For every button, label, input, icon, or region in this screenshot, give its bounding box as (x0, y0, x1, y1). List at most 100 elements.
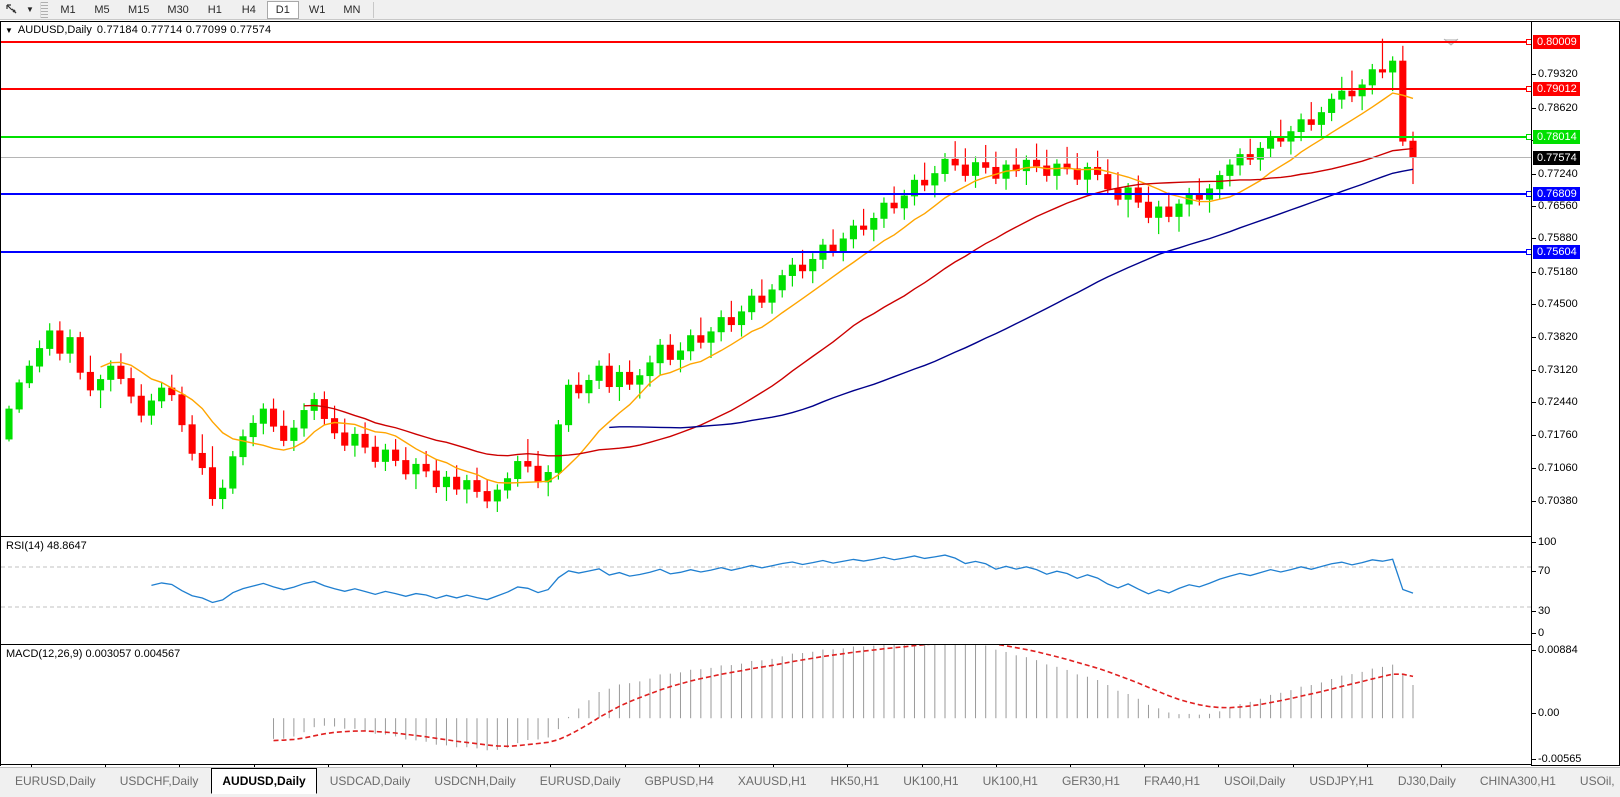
time-tick (921, 765, 923, 768)
time-tick (995, 765, 997, 768)
price-tick-label: 0.79320 (1532, 68, 1578, 80)
price-tick-label: 0.74500 (1532, 298, 1578, 310)
price-tag-resistance[interactable]: 0.79012 (1533, 82, 1580, 97)
macd-label: MACD(12,26,9) 0.003057 0.004567 (6, 648, 181, 660)
crosshair-cursor-icon[interactable] (0, 1, 22, 19)
timeframe-d1[interactable]: D1 (266, 0, 299, 19)
price-tick-label: 0.78620 (1532, 102, 1578, 114)
price-pane[interactable] (1, 22, 1531, 532)
time-tick (105, 765, 107, 768)
rsi-scale-30: 30 (1532, 605, 1550, 617)
level-line-0.80009[interactable] (1, 38, 1531, 45)
timeframe-h4[interactable]: H4 (241, 3, 256, 16)
level-line-0.78014[interactable] (1, 133, 1531, 140)
price-tick-label: 0.77240 (1532, 168, 1578, 180)
tab-usoil-daily[interactable]: USOil,Daily (1224, 773, 1286, 788)
tab-dj30-daily[interactable]: DJ30,Daily (1397, 773, 1456, 788)
level-line-0.75604[interactable] (1, 248, 1531, 255)
slow-ma (609, 168, 1414, 429)
tab-audusd-daily[interactable]: AUDUSD,Daily (211, 768, 317, 794)
price-tick-label: 0.72440 (1532, 396, 1578, 408)
level-line-0.76809[interactable] (1, 191, 1531, 198)
level-line-anchor[interactable] (1526, 191, 1531, 198)
price-tick-label: 0.73120 (1532, 364, 1578, 376)
tab-ger30-h1[interactable]: GER30,H1 (1061, 773, 1120, 788)
tab-uk100-h1[interactable]: UK100,H1 (903, 773, 959, 788)
chevron-down-icon[interactable]: ▼ (5, 25, 13, 35)
price-tick-label: 0.71760 (1532, 429, 1578, 441)
tab-fra40-h1[interactable]: FRA40,H1 (1143, 773, 1201, 788)
drag-grip-icon[interactable] (40, 1, 48, 18)
price-tag-pivot[interactable]: 0.78014 (1533, 129, 1580, 144)
price-tag-support[interactable]: 0.76809 (1533, 187, 1580, 202)
timeframe-h1[interactable]: H1 (207, 3, 222, 16)
timeframe-m15[interactable]: M15 (128, 3, 150, 16)
chart-ohlc-values: 0.77184 0.77714 0.77099 0.77574 (96, 24, 272, 36)
time-tick (1069, 765, 1071, 768)
tab-gbpusd-h4[interactable]: GBPUSD,H4 (644, 773, 714, 788)
price-tag-resistance[interactable]: 0.80009 (1533, 34, 1580, 49)
level-line-anchor[interactable] (1526, 248, 1531, 255)
time-tick (847, 765, 849, 768)
chart-symbol-bar: ▼ AUDUSD,Daily 0.77184 0.77714 0.77099 0… (1, 22, 1619, 38)
tab-eurusd-daily[interactable]: EURUSD,Daily (539, 773, 621, 788)
level-line-anchor[interactable] (1526, 86, 1531, 93)
price-tick-label: 0.75180 (1532, 266, 1578, 278)
tab-xauusd-h1[interactable]: XAUUSD,H1 (737, 773, 807, 788)
rsi-pane[interactable]: RSI(14) 48.8647 (1, 536, 1531, 636)
rsi-scale-0: 0 (1532, 627, 1544, 639)
tab-usdjpy-h1[interactable]: USDJPY,H1 (1309, 773, 1374, 788)
price-scale[interactable]: 0.793200.786200.779400.772400.765600.758… (1531, 22, 1619, 765)
time-tick (624, 765, 626, 768)
time-tick (476, 765, 478, 768)
rsi-label: RSI(14) 48.8647 (6, 540, 87, 552)
top-toolbar: ▼ M1 M5 M15 M30 H1 H4 D1 W1 MN (0, 0, 1620, 20)
tab-china300-h1[interactable]: CHINA300,H1 (1479, 773, 1556, 788)
tab-usdcnh-daily[interactable]: USDCNH,Daily (434, 773, 516, 788)
time-tick (327, 765, 329, 768)
time-tick (253, 765, 255, 768)
chart-tab-strip: EURUSD,Daily USDCHF,Daily AUDUSD,Daily USDC… (0, 767, 1620, 797)
tab-usoil[interactable]: USOil, (1579, 773, 1615, 788)
level-line-anchor[interactable] (1526, 38, 1531, 45)
time-tick (1218, 765, 1220, 768)
price-tick-label: 0.71060 (1532, 462, 1578, 474)
macd-scale-max: 0.00884 (1532, 644, 1578, 656)
macd-plot (273, 645, 1414, 751)
time-tick (1366, 765, 1368, 768)
time-tick (698, 765, 700, 768)
chevron-down-icon[interactable]: ▼ (26, 5, 34, 14)
rsi-line (151, 554, 1414, 604)
timeframe-mn[interactable]: MN (343, 3, 361, 16)
tab-hk50-h1[interactable]: HK50,H1 (830, 773, 880, 788)
timeframe-group: M1 M5 M15 M30 H1 H4 D1 W1 MN (51, 0, 369, 19)
price-tag-support[interactable]: 0.75604 (1533, 244, 1580, 259)
time-tick (1441, 765, 1442, 768)
candlestick-plot (5, 38, 1417, 512)
rsi-plot (1, 554, 1531, 608)
timeframe-m5[interactable]: M5 (94, 3, 110, 16)
timeframe-w1[interactable]: W1 (308, 3, 326, 16)
macd-pane[interactable]: MACD(12,26,9) 0.003057 0.004567 (1, 644, 1531, 764)
timeframe-m30[interactable]: M30 (167, 3, 189, 16)
tab-usdchf-daily[interactable]: USDCHF,Daily (119, 773, 199, 788)
time-tick (1144, 765, 1146, 768)
tab-eurusd-daily[interactable]: EURUSD,Daily (15, 773, 96, 788)
timeframe-m1[interactable]: M1 (60, 3, 76, 16)
macd-signal-line (273, 645, 1414, 748)
level-line-0.79012[interactable] (1, 86, 1531, 93)
price-tag-last-price[interactable]: 0.77574 (1533, 150, 1580, 165)
level-line-0.77574[interactable] (1, 156, 1531, 158)
macd-scale-min: -0.00565 (1532, 753, 1581, 765)
level-line-anchor[interactable] (1526, 133, 1531, 140)
tab-usdcad-daily[interactable]: USDCAD,Daily (329, 773, 411, 788)
toolbar-divider (373, 1, 375, 18)
rsi-scale-70: 70 (1532, 565, 1550, 577)
macd-scale-zero: 0.00 (1532, 707, 1559, 719)
time-tick (1292, 765, 1294, 768)
time-tick (550, 765, 552, 768)
time-tick (31, 765, 32, 768)
rsi-scale-100: 100 (1532, 536, 1556, 548)
tab-uk100-h1[interactable]: UK100,H1 (982, 773, 1038, 788)
time-tick (179, 765, 181, 768)
